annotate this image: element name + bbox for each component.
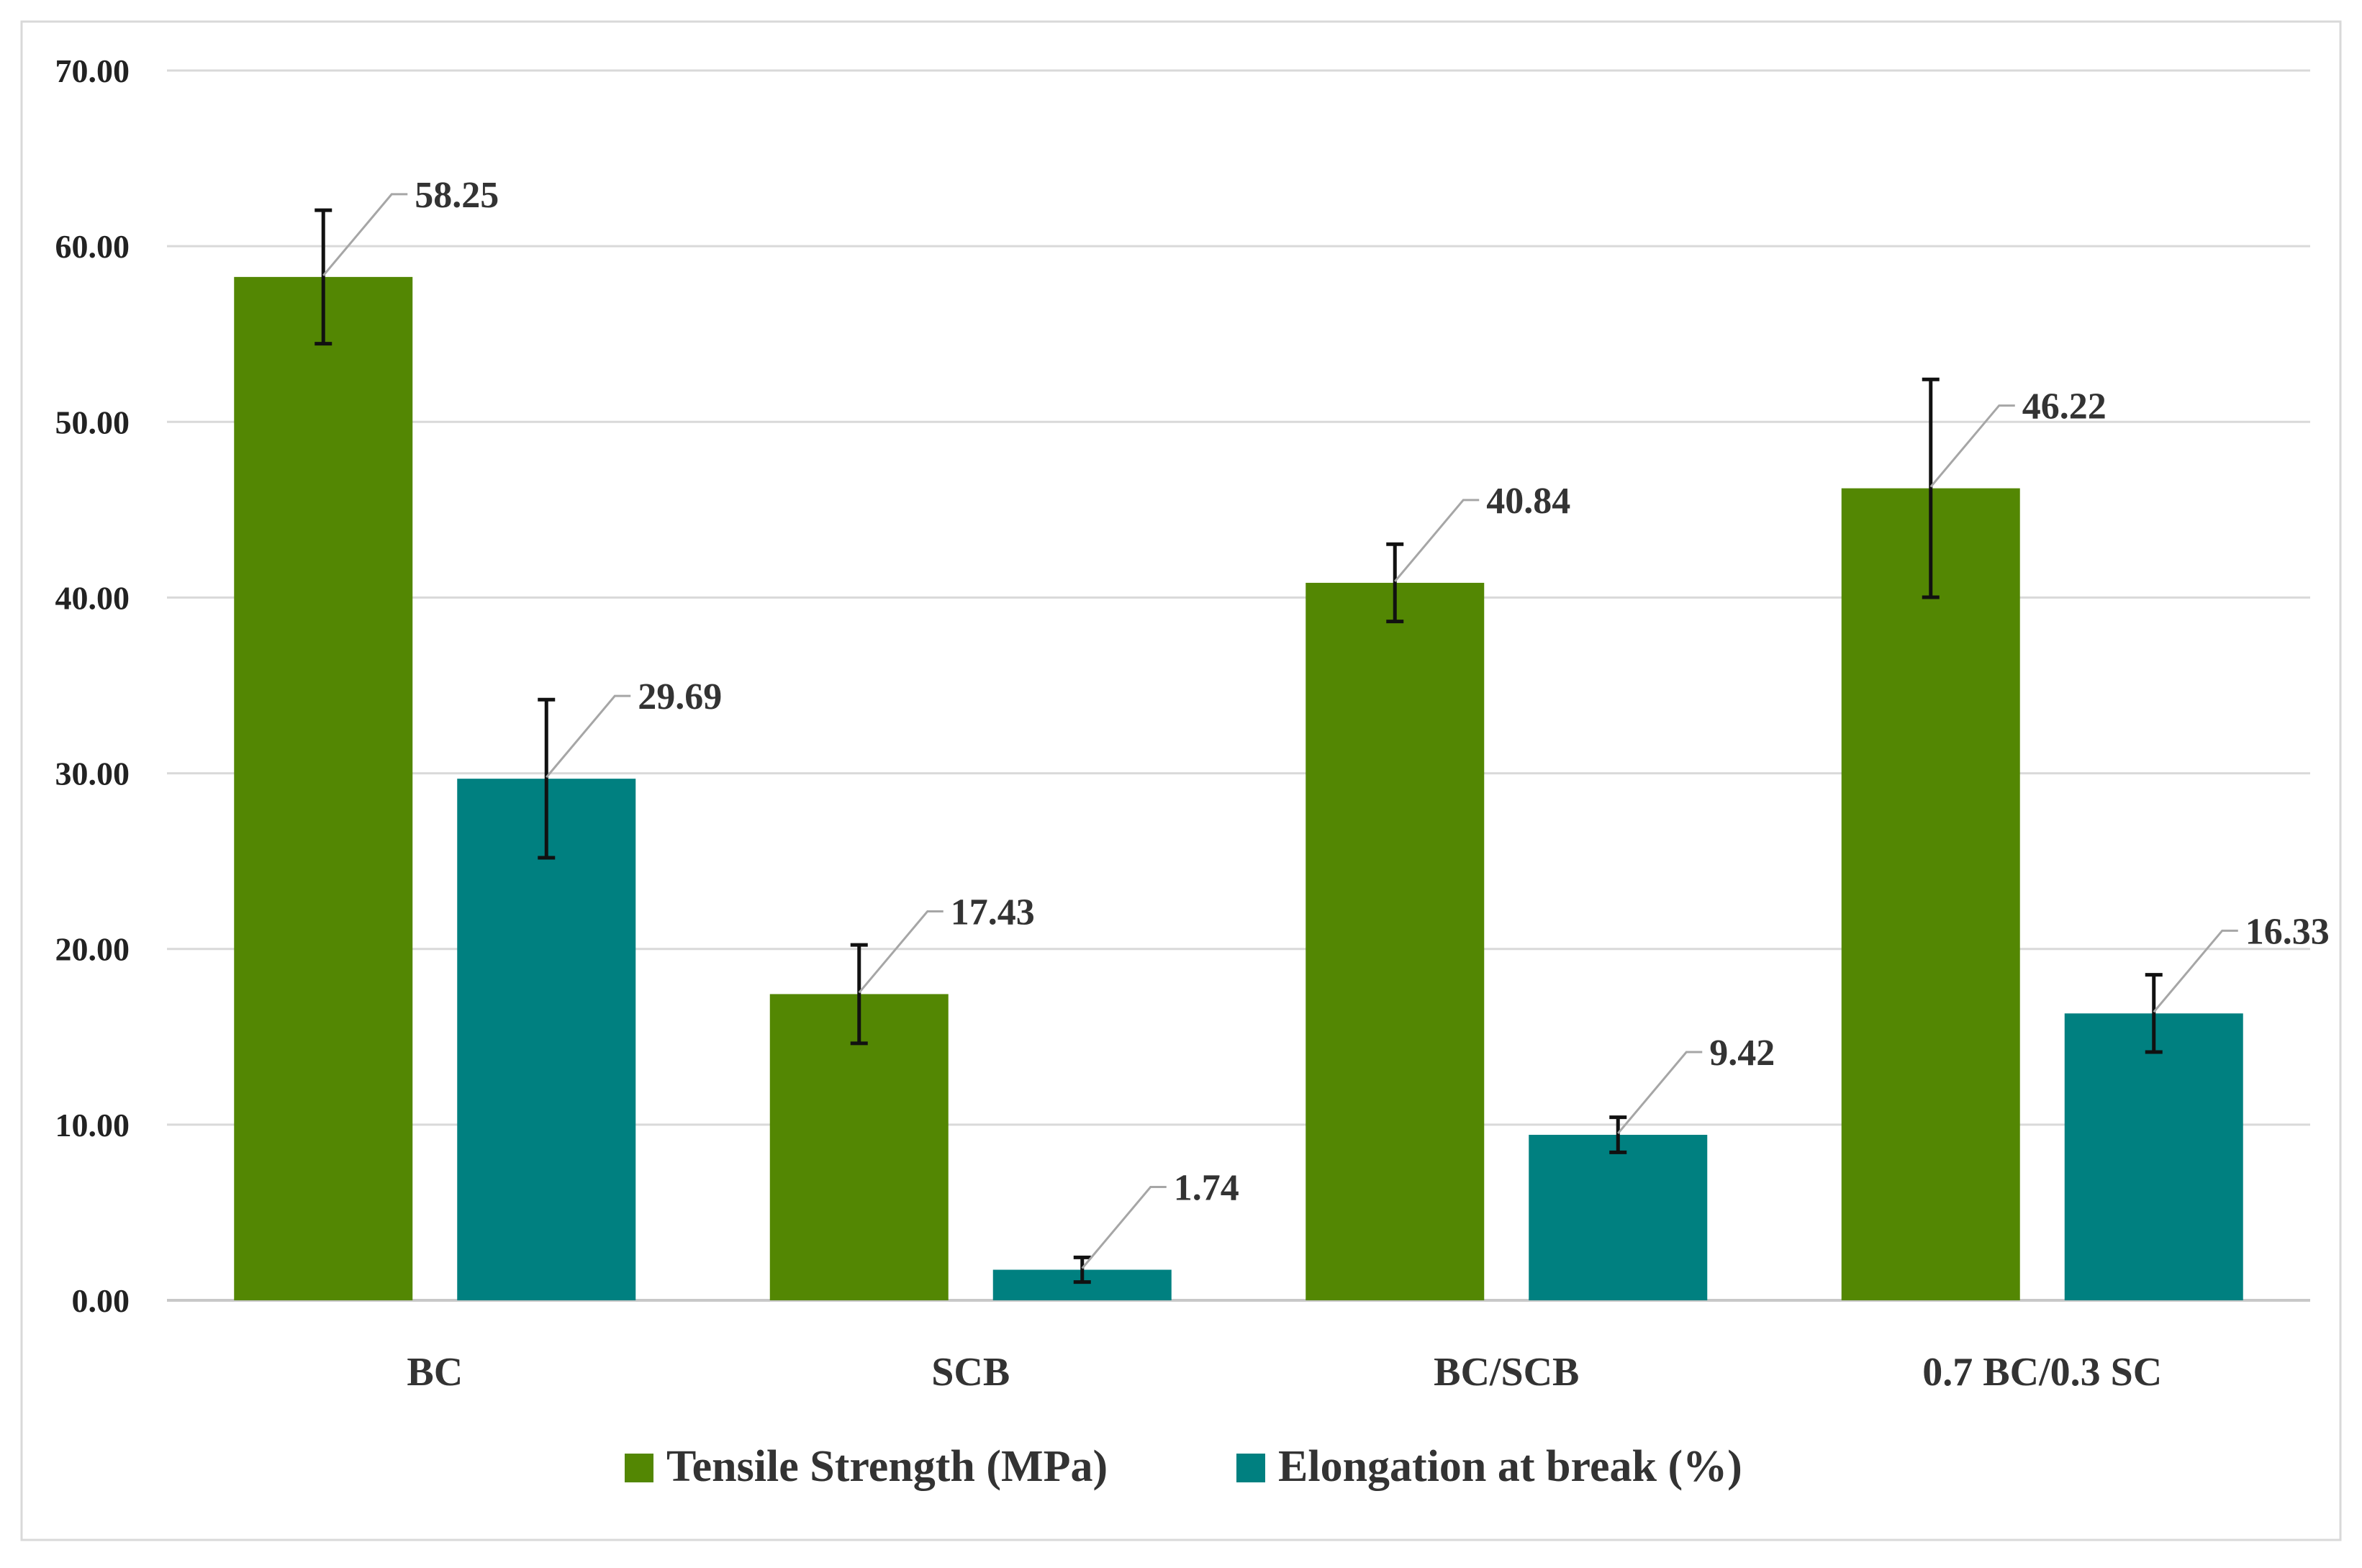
leader-line [1617, 1051, 1703, 1134]
legend-label-elongation: Elongation at break (%) [1278, 1442, 1742, 1491]
bar-tensile-strength-0 [234, 276, 413, 1300]
x-category-label: 0.7 BC/0.3 SC [1922, 1350, 2162, 1395]
bars [234, 208, 2243, 1300]
bar-tensile-strength-2 [1306, 582, 1485, 1300]
y-tick-label: 70.00 [55, 53, 130, 89]
bar-tensile-strength-1 [769, 994, 949, 1300]
leader-line [2153, 929, 2238, 1013]
data-label: 9.42 [1709, 1033, 1775, 1074]
y-tick-label: 30.00 [55, 756, 130, 792]
leader-line [322, 193, 408, 276]
legend-swatch-elongation [1236, 1454, 1265, 1482]
bar-elongation-3 [2064, 1013, 2243, 1300]
legend: Tensile Strength (MPa) Elongation at brea… [625, 1442, 1742, 1491]
data-label: 58.25 [415, 175, 499, 216]
leader-line [858, 910, 944, 994]
leader-line [1394, 499, 1480, 582]
y-tick-label: 60.00 [55, 228, 130, 265]
data-label: 1.74 [1174, 1168, 1239, 1209]
x-axis: BC SCB BC/SCB 0.7 BC/0.3 SC [407, 1350, 2162, 1395]
y-axis: 0.00 10.00 20.00 30.00 40.00 50.00 60.00 70.00 [55, 53, 130, 1319]
y-tick-label: 50.00 [55, 404, 130, 440]
data-label: 40.84 [1486, 481, 1570, 522]
leader-line [1081, 1186, 1167, 1269]
bar-elongation-0 [457, 779, 636, 1300]
y-tick-label: 0.00 [72, 1282, 130, 1319]
data-label: 16.33 [2245, 911, 2330, 952]
bar-tensile-strength-3 [1841, 488, 2020, 1300]
bar-elongation-2 [1529, 1135, 1708, 1300]
legend-label-tensile-strength: Tensile Strength (MPa) [666, 1442, 1108, 1491]
data-label: 46.22 [2022, 386, 2107, 427]
leader-line [546, 694, 631, 779]
x-category-label: BC/SCB [1434, 1350, 1579, 1395]
legend-swatch-tensile-strength [625, 1454, 653, 1482]
x-category-label: BC [407, 1350, 463, 1395]
data-label: 17.43 [951, 892, 1035, 933]
y-tick-label: 20.00 [55, 931, 130, 968]
data-labels: 58.25 29.69 17.43 1.74 40.84 9.42 46.22 16.33 [322, 175, 2330, 1269]
y-tick-label: 10.00 [55, 1107, 130, 1143]
y-tick-label: 40.00 [55, 579, 130, 616]
x-category-label: SCB [931, 1350, 1010, 1395]
data-label: 29.69 [638, 676, 722, 717]
leader-line [1929, 404, 2015, 488]
